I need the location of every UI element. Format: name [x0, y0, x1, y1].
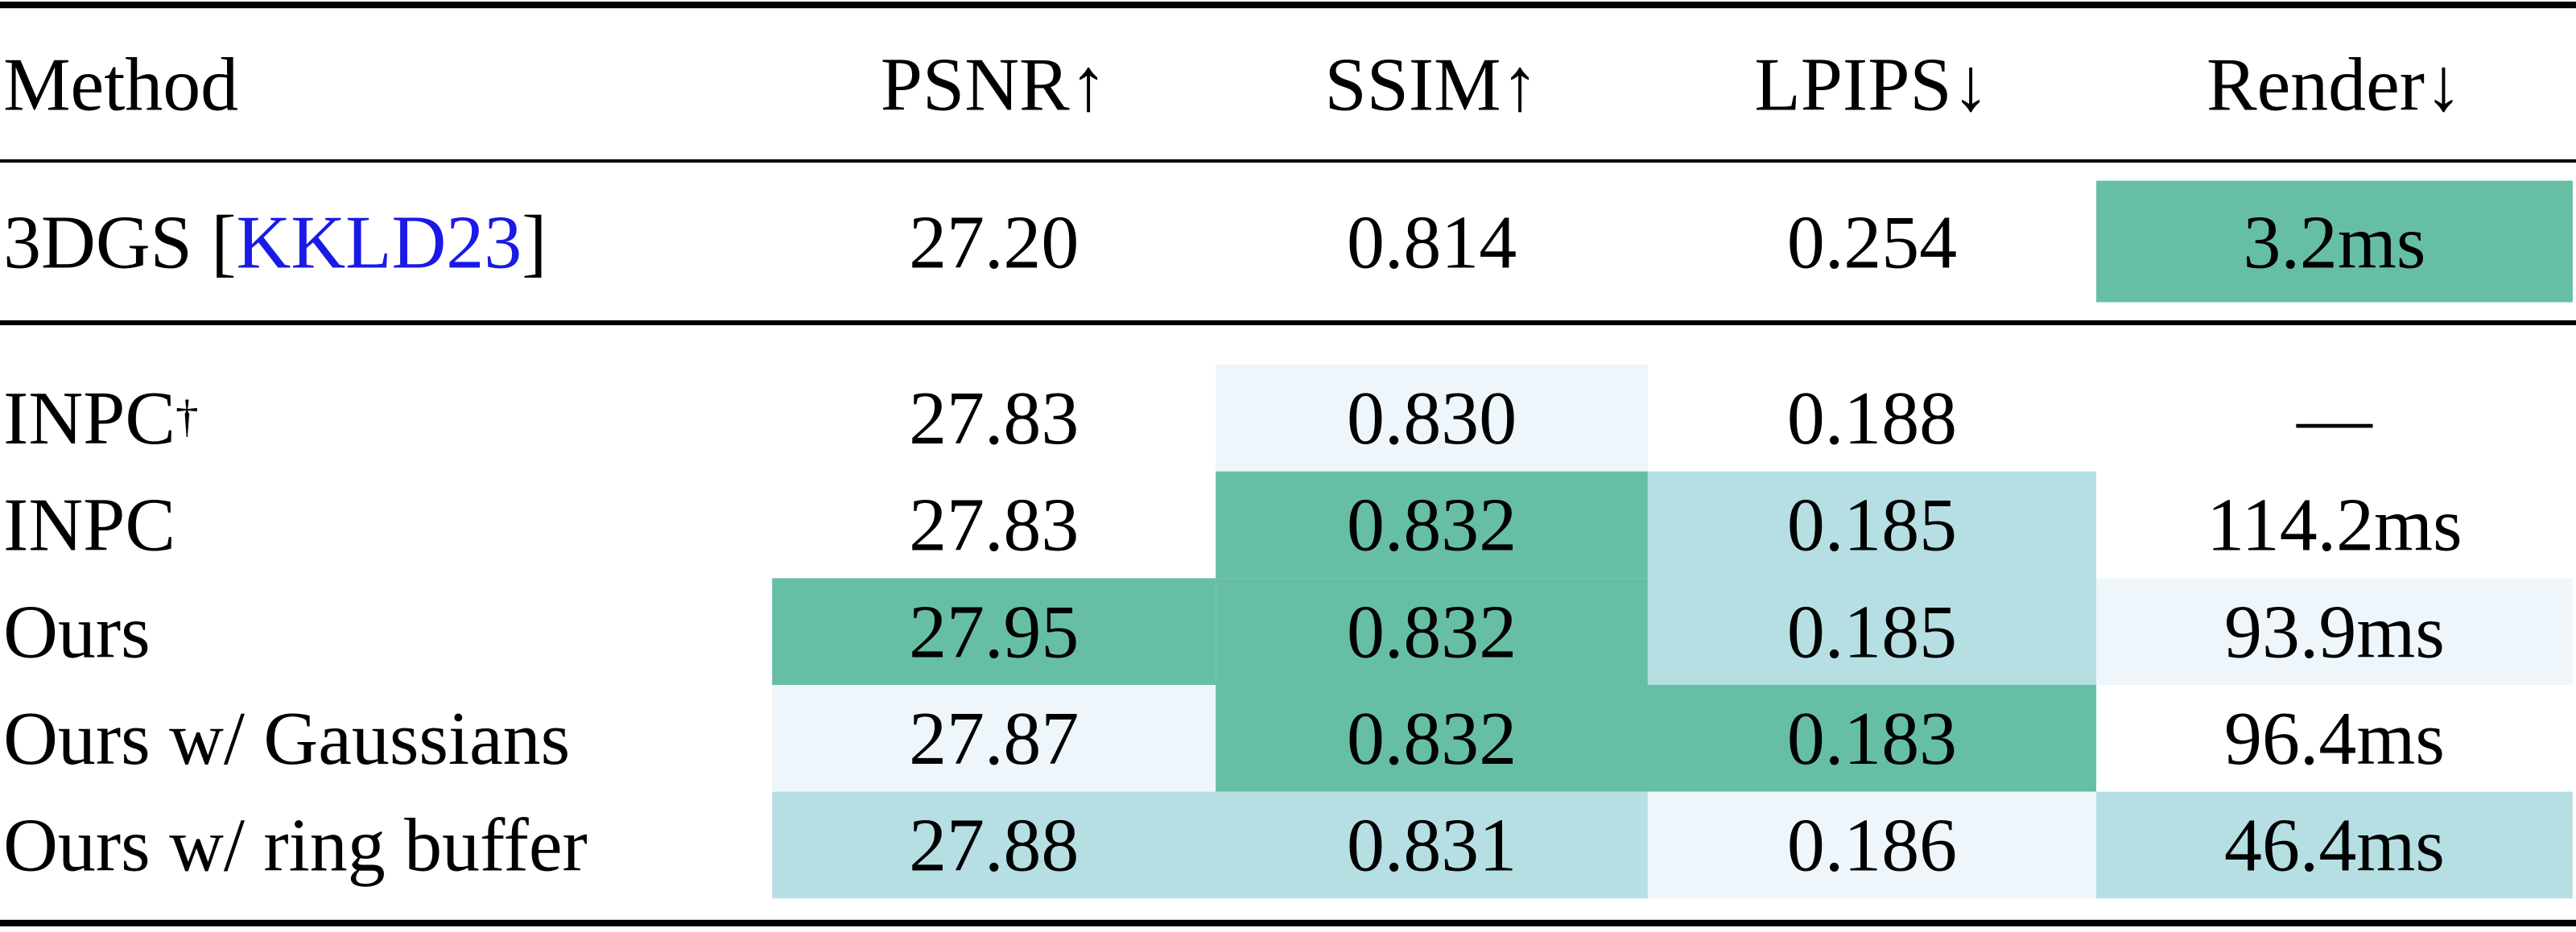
value-cell: 0.186 — [1647, 791, 2097, 899]
value-cell: 27.83 — [909, 482, 1080, 567]
header-cell: Method — [3, 42, 239, 126]
mid-rule — [0, 320, 2576, 326]
value-cell: 0.832 — [1216, 685, 1648, 792]
citation-link[interactable]: KKLD23 — [236, 199, 522, 284]
value-cell: 3.2ms — [2096, 180, 2573, 303]
method-text: ] — [522, 199, 547, 284]
method-cell: Ours w/ ring buffer — [0, 792, 775, 899]
value-cell: 0.831 — [1216, 791, 1648, 899]
value-cell: 0.254 — [1786, 199, 1958, 284]
method-cell: INPC † — [0, 365, 775, 472]
mid-rule — [0, 159, 2576, 163]
value-cell: 0.185 — [1647, 471, 2097, 579]
value-cell: 0.814 — [1346, 199, 1517, 284]
value-cell: 114.2ms — [2207, 482, 2462, 567]
value-cell: 27.88 — [772, 791, 1216, 899]
method-cell: Ours w/ Gaussians — [0, 685, 775, 792]
method-text: 3DGS [ — [3, 199, 237, 284]
value-cell: 27.20 — [909, 199, 1080, 284]
method-cell: Ours — [0, 578, 775, 685]
method-cell: 3DGS [KKLD23] — [0, 180, 775, 302]
bottom-rule — [0, 919, 2576, 927]
value-cell: 96.4ms — [2224, 696, 2445, 781]
value-cell: 46.4ms — [2096, 791, 2573, 899]
header-cell: LPIPS↓ — [1754, 42, 1990, 126]
method-text: Ours w/ ring buffer — [3, 802, 588, 888]
value-cell: 27.83 — [909, 376, 1080, 460]
value-cell: 0.185 — [1647, 578, 2097, 686]
value-cell: 0.188 — [1786, 376, 1958, 460]
top-rule — [0, 2, 2576, 9]
value-cell: 0.830 — [1216, 365, 1648, 472]
method-text: INPC — [3, 376, 175, 460]
value-cell: 93.9ms — [2096, 578, 2573, 686]
method-text: Ours w/ Gaussians — [3, 696, 571, 781]
header-cell: SSIM↑ — [1324, 42, 1539, 126]
value-cell: 0.832 — [1216, 471, 1648, 579]
value-cell: 27.87 — [772, 685, 1216, 792]
header-cell: PSNR↑ — [880, 42, 1108, 126]
value-cell: 0.183 — [1647, 685, 2097, 792]
value-cell: 0.832 — [1216, 578, 1648, 686]
method-text: Ours — [3, 589, 151, 674]
header-cell: Render↓ — [2206, 42, 2462, 126]
method-cell: INPC — [0, 472, 775, 579]
value-cell: 27.95 — [772, 578, 1216, 686]
value-cell: — — [2297, 376, 2372, 460]
method-text: INPC — [3, 482, 175, 567]
